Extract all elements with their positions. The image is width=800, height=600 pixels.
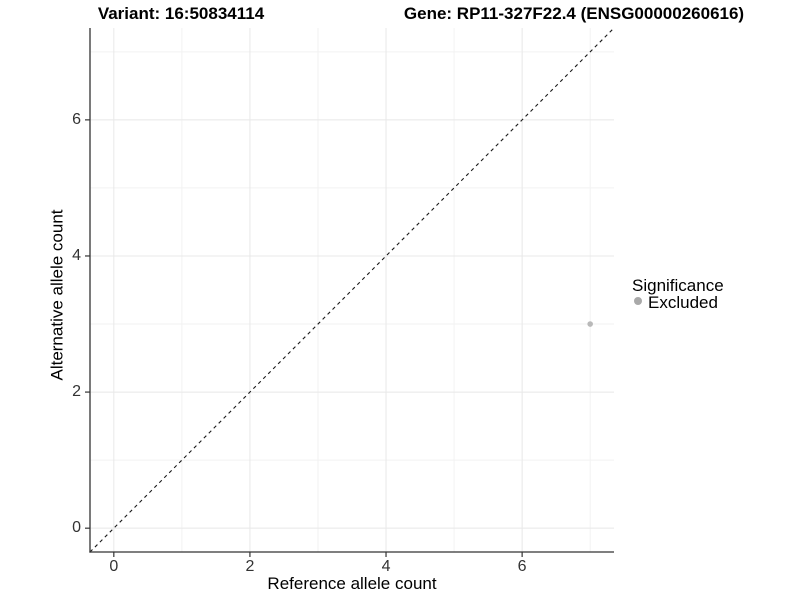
variant-title: Variant: 16:50834114: [97, 4, 265, 23]
y-axis-title: Alternative allele count: [47, 209, 67, 381]
x-tick-label: 0: [109, 558, 119, 575]
y-tick-label: 6: [72, 110, 81, 128]
legend-title: Significance: [632, 276, 724, 295]
gene-title: Gene: RP11-327F22.4 (ENSG00000260616): [403, 4, 745, 23]
x-axis-title: Reference allele count: [267, 574, 437, 593]
y-tick-label: 2: [72, 383, 81, 401]
x-tick-label: 6: [517, 558, 527, 575]
y-tick-label: 4: [72, 246, 81, 264]
legend-label-excluded: Excluded: [648, 293, 718, 312]
x-tick-label: 2: [245, 558, 255, 575]
legend-excluded-dot-icon: [634, 297, 642, 305]
data-point-excluded: [587, 321, 593, 327]
identity-dashed-line: [89, 27, 615, 553]
x-tick-label: 4: [381, 558, 391, 575]
y-tick-label: 0: [72, 519, 81, 537]
